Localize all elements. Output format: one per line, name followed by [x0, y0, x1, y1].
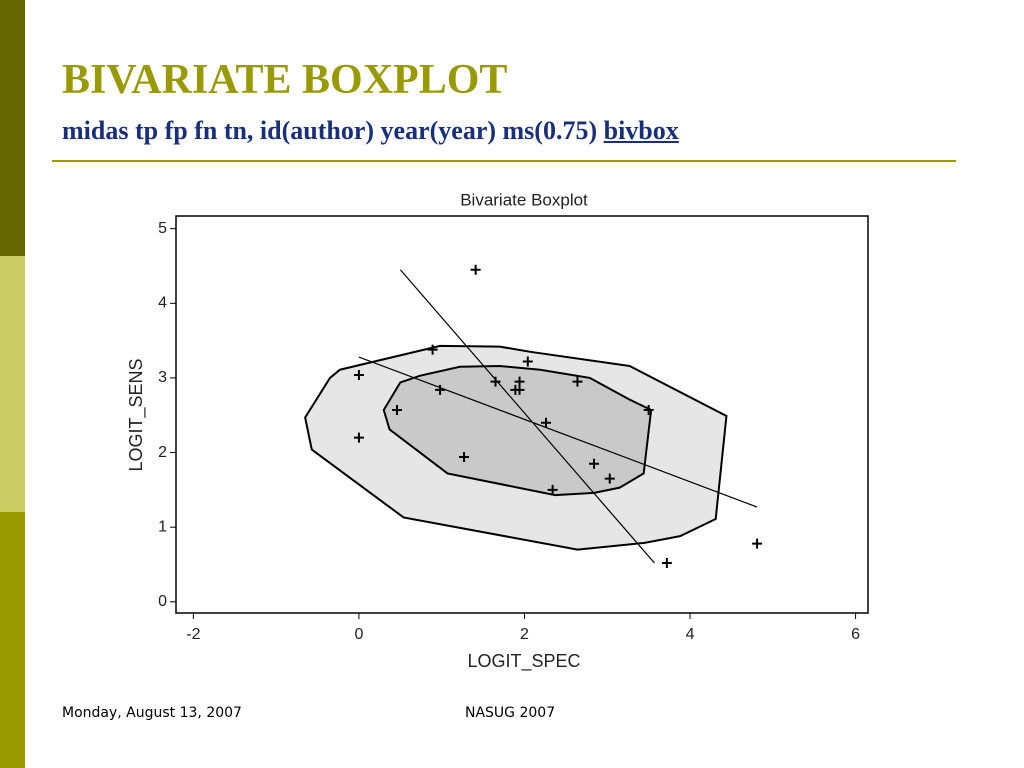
- point: [604, 473, 615, 484]
- side-bar: [0, 512, 25, 768]
- divider: [52, 160, 956, 162]
- link[interactable]: bivbox: [603, 116, 679, 145]
- point: [643, 405, 654, 416]
- footer-date: Monday, August 13, 2007: [62, 705, 242, 721]
- y-tick-label: 2: [158, 444, 167, 461]
- point: [547, 484, 558, 495]
- point: [589, 458, 600, 469]
- y-axis-label: LOGIT_SENS: [126, 358, 147, 471]
- point: [522, 356, 533, 367]
- x-tick-label: 2: [520, 626, 529, 643]
- point: [752, 538, 763, 549]
- x-tick-label: 4: [686, 626, 695, 643]
- y-tick-label: 4: [158, 295, 167, 312]
- x-tick-label: -2: [186, 626, 200, 643]
- point: [353, 369, 364, 380]
- x-tick-label: 6: [851, 626, 860, 643]
- hinge-polygon: [382, 364, 653, 497]
- slide-subtitle: midas tp fp fn tn, id(author) year(year)…: [62, 116, 679, 146]
- command: midas tp fp fn tn, id(author) year(year)…: [62, 116, 598, 145]
- point: [392, 405, 403, 416]
- regression-line: [358, 356, 758, 508]
- plot-frame: [175, 215, 869, 614]
- point: [427, 344, 438, 355]
- point: [435, 384, 446, 395]
- y-tick-label: 3: [158, 369, 167, 386]
- point: [459, 452, 470, 463]
- point: [353, 432, 364, 443]
- x-tick-label: 0: [354, 626, 363, 643]
- point: [470, 264, 481, 275]
- side-bar: [0, 0, 25, 256]
- point: [490, 376, 501, 387]
- chart: Bivariate Boxplot LOGIT_SPEC LOGIT_SENS …: [126, 190, 869, 672]
- point: [572, 376, 583, 387]
- x-axis-label: LOGIT_SPEC: [467, 651, 580, 672]
- regression-line: [399, 269, 655, 564]
- chart-title: Bivariate Boxplot: [460, 190, 588, 209]
- slide-title: BIVARIATE BOXPLOT: [62, 57, 508, 103]
- y-tick-label: 0: [158, 593, 167, 610]
- point: [541, 417, 552, 428]
- point: [514, 384, 525, 395]
- footer-event: NASUG 2007: [465, 705, 556, 721]
- side-bar: [0, 256, 25, 512]
- y-tick-label: 5: [158, 220, 167, 237]
- y-tick-label: 1: [158, 518, 167, 535]
- point: [661, 558, 672, 569]
